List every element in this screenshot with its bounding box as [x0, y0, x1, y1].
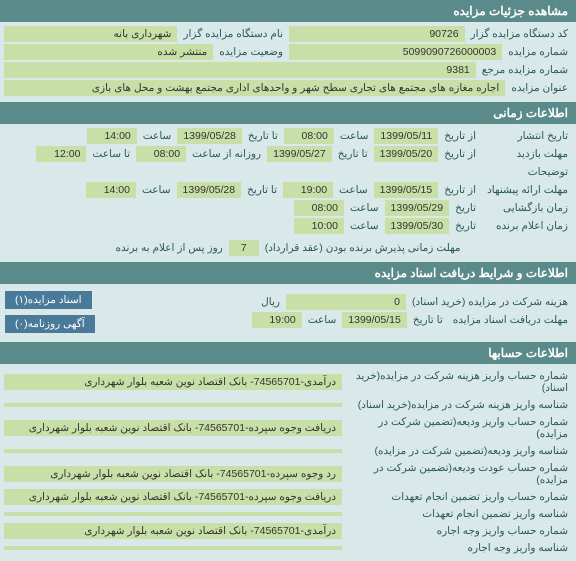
time-label-2: ساعت — [139, 128, 176, 144]
time-label: ساعت — [336, 128, 373, 144]
fee-value: 0 — [286, 294, 406, 310]
r4-label: شناسه واریز ودیعه(تضمین شرکت در مزایده) — [342, 443, 572, 459]
ref-value: 9381 — [4, 62, 476, 78]
publish-label: تاریخ انتشار — [482, 128, 572, 144]
r9-label: شناسه واریز وجه اجاره — [342, 540, 572, 556]
r1-value: درآمدی-74565701- بانک اقتصاد نوین شعبه ب… — [4, 374, 342, 390]
publish-time2: 14:00 — [87, 128, 137, 144]
fee-label: هزینه شرکت در مزایده (خرید اسناد) — [408, 294, 572, 310]
from-label: از تاریخ — [440, 128, 480, 144]
open-date: 1399/05/29 — [385, 200, 450, 216]
r3-value: دریافت وجوه سپرده-74565701- بانک اقتصاد … — [4, 420, 342, 436]
r6-label: شماره حساب واریز تضمین انجام تعهدات — [342, 489, 572, 505]
r2-label: شناسه واریز هزینه شرکت در مزایده(خرید اس… — [342, 397, 572, 413]
name-value: شهرداری بانه — [4, 26, 177, 42]
time-label-3: ساعت — [335, 182, 372, 198]
r8-label: شماره حساب واریز وجه اجاره — [342, 523, 572, 539]
code-label: کد دستگاه مزایده گزار — [467, 26, 572, 42]
visit-to: 1399/05/27 — [267, 146, 332, 162]
deadline-time-label: ساعت — [304, 312, 341, 328]
to-time-label: تا ساعت — [88, 146, 134, 162]
time-label-6: ساعت — [346, 218, 383, 234]
r4-value — [4, 449, 342, 453]
subject-label: عنوان مزایده — [507, 80, 572, 96]
deadline-time: 19:00 — [252, 312, 302, 328]
r6-value: دریافت وجوه سپرده-74565701- بانک اقتصاد … — [4, 489, 342, 505]
time-label-5: ساعت — [346, 200, 383, 216]
visit-time2: 12:00 — [36, 146, 86, 162]
status-label: وضعیت مزایده — [215, 44, 287, 60]
newspaper-button[interactable]: آگهی روزنامه(۰) — [5, 315, 95, 333]
sec1-header: مشاهده جزئیات مزایده — [0, 0, 576, 22]
r2-value — [4, 403, 342, 407]
publish-time1: 08:00 — [284, 128, 334, 144]
offer-time1: 19:00 — [283, 182, 333, 198]
date-label-2: تاریخ — [451, 218, 480, 234]
subject-value: اجاره مغازه های مجتمع های تجاری سطح شهر … — [4, 80, 505, 96]
r3-label: شماره حساب واریز ودیعه(تضمین شرکت در مزا… — [342, 414, 572, 442]
r8-value: درآمدی-74565701- بانک اقتصاد نوین شعبه ب… — [4, 523, 342, 539]
desc-label: توضیحات — [482, 164, 572, 180]
sec4-body: شماره حساب واریز هزینه شرکت در مزایده(خر… — [0, 364, 576, 561]
deadline-label: مهلت دریافت اسناد مزایده — [449, 312, 572, 328]
winner-time: 10:00 — [294, 218, 344, 234]
winner-label: زمان اعلام برنده — [482, 218, 572, 234]
to-label-2: تا تاریخ — [334, 146, 372, 162]
offer-from: 1399/05/15 — [374, 182, 439, 198]
sec4-header: اطلاعات حسابها — [0, 342, 576, 364]
sec3-body: هزینه شرکت در مزایده (خرید اسناد) 0 ریال… — [0, 284, 576, 342]
time-label-4: ساعت — [138, 182, 175, 198]
visit-label: مهلت بازدید — [482, 146, 572, 162]
open-label: زمان بازگشایی — [482, 200, 572, 216]
accept-value: 7 — [229, 240, 259, 256]
currency-label: ریال — [257, 294, 284, 310]
date-label-1: تاریخ — [451, 200, 480, 216]
offer-label: مهلت ارائه پیشنهاد — [482, 182, 572, 198]
publish-to: 1399/05/28 — [177, 128, 242, 144]
code-value: 90726 — [289, 26, 465, 42]
sec3-header: اطلاعات و شرایط دریافت اسناد مزایده — [0, 262, 576, 284]
sec2-body: تاریخ انتشار از تاریخ 1399/05/11 ساعت 08… — [0, 124, 576, 262]
num-label: شماره مزایده — [504, 44, 572, 60]
visit-from: 1399/05/20 — [374, 146, 439, 162]
publish-from: 1399/05/11 — [374, 128, 438, 144]
to-label: تا تاریخ — [244, 128, 282, 144]
name-label: نام دستگاه مزایده گزار — [179, 26, 287, 42]
r7-label: شناسه واریز تضمین انجام تعهدات — [342, 506, 572, 522]
docs-button[interactable]: اسناد مزایده(۱) — [5, 291, 92, 309]
winner-date: 1399/05/30 — [385, 218, 450, 234]
accept-suffix: روز پس از اعلام به برنده — [111, 240, 226, 256]
sec1-body: کد دستگاه مزایده گزار 90726 نام دستگاه م… — [0, 22, 576, 102]
status-value: منتشر شده — [4, 44, 213, 60]
offer-to: 1399/05/28 — [177, 182, 242, 198]
sec2-header: اطلاعات زمانی — [0, 102, 576, 124]
r9-value — [4, 546, 342, 550]
daily-from-label: روزانه از ساعت — [188, 146, 265, 162]
num-value: 5099090726000003 — [289, 44, 502, 60]
open-time: 08:00 — [294, 200, 344, 216]
r5-label: شماره حساب عودت ودیعه(تضمین شرکت در مزای… — [342, 460, 572, 488]
r1-label: شماره حساب واریز هزینه شرکت در مزایده(خر… — [342, 368, 572, 396]
deadline-date: 1399/05/15 — [342, 312, 407, 328]
from-label-2: از تاریخ — [440, 146, 480, 162]
ref-label: شماره مزایده مرجع — [478, 62, 572, 78]
from-label-3: از تاریخ — [440, 182, 480, 198]
to-label-3: تا تاریخ — [243, 182, 281, 198]
accept-label: مهلت زمانی پذیرش برنده بودن (عقد قرارداد… — [261, 240, 465, 256]
deadline-to-label: تا تاریخ — [409, 312, 447, 328]
r7-value — [4, 512, 342, 516]
visit-time1: 08:00 — [136, 146, 186, 162]
offer-time2: 14:00 — [86, 182, 136, 198]
r5-value: رد وجوه سپرده-74565701- بانک اقتصاد نوین… — [4, 466, 342, 482]
